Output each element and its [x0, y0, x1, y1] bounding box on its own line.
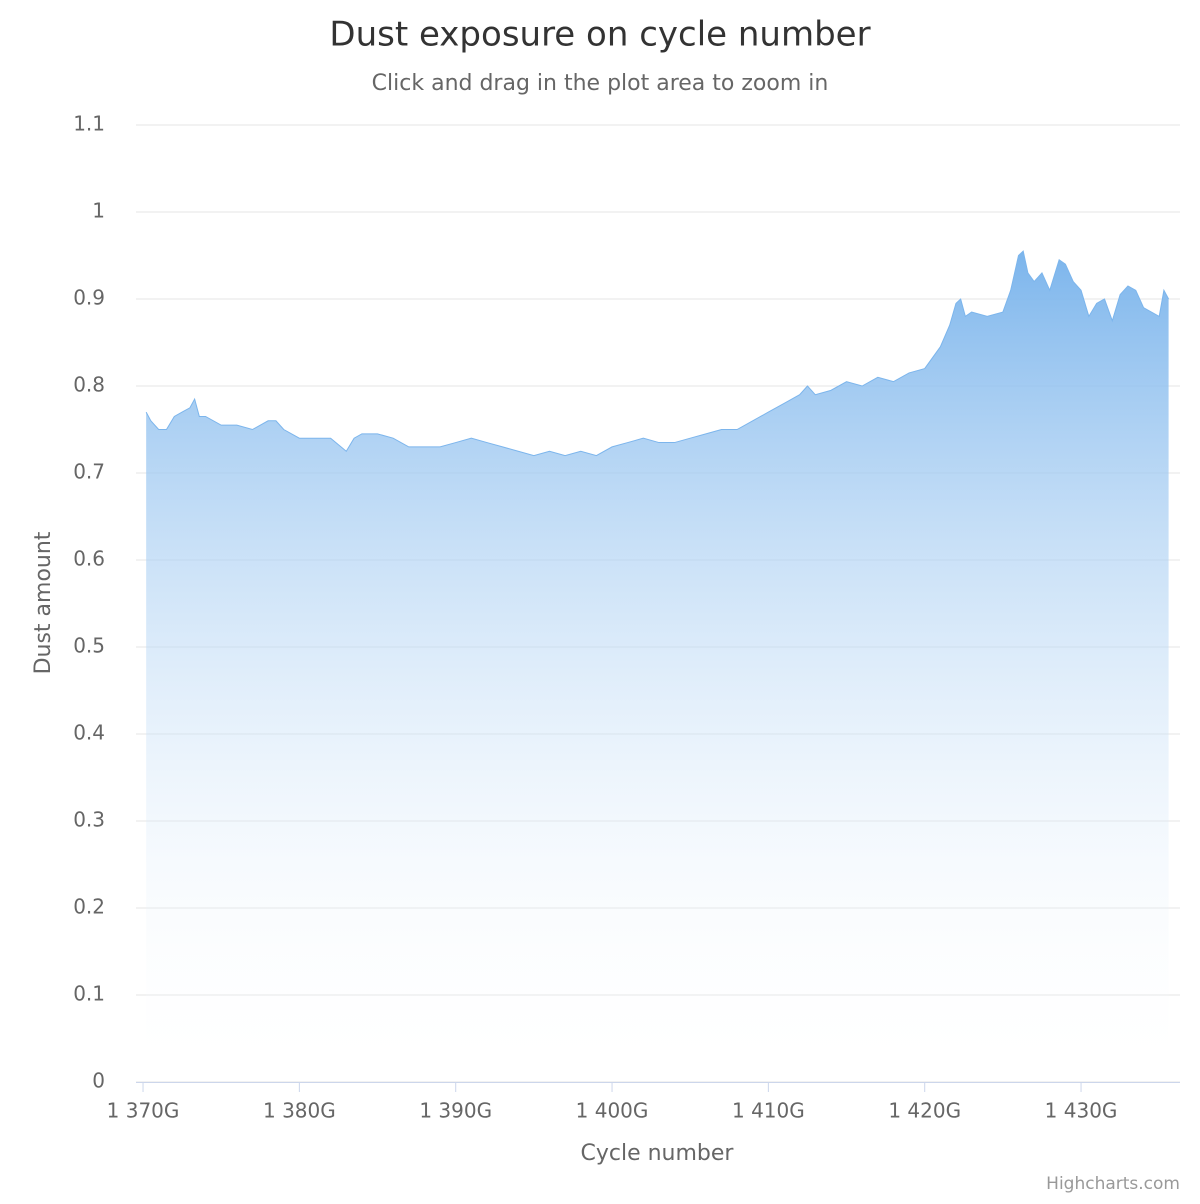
y-tick-label: 0.1 [73, 982, 105, 1006]
y-tick-label: 0.9 [73, 286, 105, 310]
y-tick-label: 1.1 [73, 112, 105, 136]
y-tick-label: 0.5 [73, 634, 105, 658]
y-tick-label: 1 [92, 199, 105, 223]
x-tick-label: 1 370G [107, 1099, 180, 1123]
y-tick-label: 0.3 [73, 808, 105, 832]
y-tick-label: 0 [92, 1069, 105, 1093]
x-tick-label: 1 420G [888, 1099, 961, 1123]
x-tick-label: 1 380G [263, 1099, 336, 1123]
y-tick-label: 0.6 [73, 547, 105, 571]
credits[interactable]: Highcharts.com [1046, 1174, 1180, 1194]
y-tick-label: 0.7 [73, 460, 105, 484]
x-tick-label: 1 430G [1045, 1099, 1118, 1123]
y-tick-label: 0.2 [73, 895, 105, 919]
series [145, 250, 1170, 1082]
x-tick-label: 1 410G [732, 1099, 805, 1123]
x-tick-label: 1 400G [576, 1099, 649, 1123]
x-axis-title: Cycle number [581, 1141, 735, 1166]
y-tick-label: 0.8 [73, 373, 105, 397]
y-tick-label: 0.4 [73, 721, 105, 745]
area-fill [146, 251, 1169, 1082]
area-line [145, 250, 1170, 457]
chart-title: Dust exposure on cycle number [329, 15, 870, 55]
chart-subtitle: Click and drag in the plot area to zoom … [372, 71, 829, 96]
y-axis-title: Dust amount [31, 531, 56, 674]
x-tick-label: 1 390G [419, 1099, 492, 1123]
